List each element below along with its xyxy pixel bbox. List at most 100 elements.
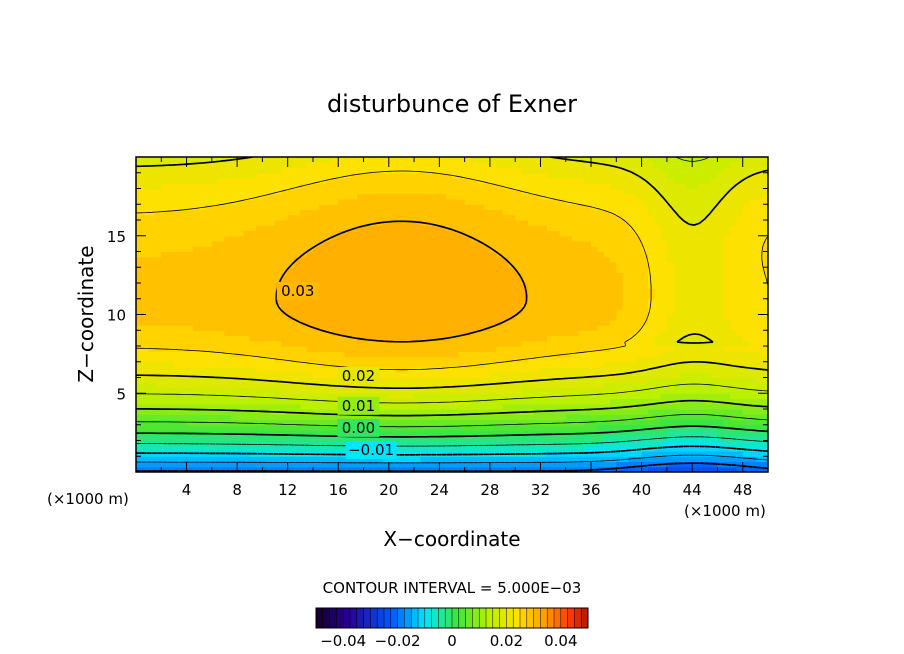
- field-cell: [647, 388, 655, 394]
- field-cell: [218, 183, 226, 190]
- field-cell: [224, 209, 232, 216]
- field-cell: [464, 199, 472, 205]
- field-cell: [647, 435, 655, 442]
- field-cell: [205, 314, 213, 321]
- field-cell: [230, 277, 238, 284]
- field-cell: [527, 393, 535, 400]
- field-cell: [540, 440, 548, 447]
- field-cell: [142, 288, 150, 295]
- field-cell: [603, 414, 611, 421]
- field-cell: [477, 193, 485, 200]
- field-cell: [572, 262, 579, 268]
- field-cell: [527, 351, 535, 358]
- field-cell: [553, 367, 561, 373]
- field-cell: [154, 204, 162, 211]
- field-cell: [546, 193, 554, 200]
- field-cell: [230, 288, 238, 295]
- field-cell: [312, 319, 320, 326]
- field-cell: [211, 277, 219, 284]
- field-cell: [426, 288, 434, 295]
- field-cell: [401, 293, 409, 300]
- field-cell: [470, 351, 478, 358]
- field-cell: [489, 340, 497, 347]
- field-cell: [357, 298, 365, 305]
- field-cell: [167, 424, 175, 431]
- field-cell: [262, 262, 270, 268]
- field-cell: [338, 209, 346, 216]
- field-cell: [610, 204, 617, 211]
- field-cell: [256, 230, 263, 237]
- field-cell: [553, 167, 561, 174]
- field-cell: [553, 330, 561, 337]
- field-cell: [281, 361, 289, 368]
- field-cell: [249, 372, 257, 379]
- field-cell: [527, 172, 535, 179]
- field-cell: [363, 340, 371, 347]
- field-cell: [344, 456, 352, 463]
- field-cell: [180, 382, 188, 389]
- field-cell: [388, 277, 396, 284]
- field-cell: [224, 167, 232, 174]
- field-cell: [382, 409, 390, 415]
- field-cell: [452, 251, 459, 258]
- field-cell: [521, 220, 529, 226]
- field-cell: [167, 293, 175, 300]
- field-cell: [180, 356, 188, 363]
- field-cell: [578, 235, 586, 242]
- field-cell: [154, 172, 162, 179]
- field-cell: [230, 435, 238, 442]
- field-cell: [180, 445, 188, 452]
- field-cell: [496, 309, 504, 316]
- field-cell: [300, 351, 308, 358]
- field-cell: [445, 361, 453, 368]
- field-cell: [591, 293, 598, 300]
- field-cell: [306, 241, 314, 247]
- field-cell: [186, 330, 194, 337]
- field-cell: [654, 272, 662, 279]
- field-cell: [483, 230, 491, 237]
- field-cell: [603, 178, 611, 184]
- field-cell: [616, 193, 624, 200]
- field-cell: [281, 162, 289, 169]
- field-cell: [338, 393, 346, 400]
- field-cell: [161, 298, 169, 305]
- field-cell: [256, 157, 263, 163]
- field-cell: [591, 351, 598, 358]
- field-cell: [527, 419, 535, 426]
- field-cell: [591, 214, 598, 221]
- field-cell: [521, 346, 529, 352]
- field-cell: [622, 293, 630, 300]
- field-cell: [622, 209, 630, 216]
- field-cell: [357, 356, 365, 363]
- field-cell: [458, 209, 466, 216]
- field-cell: [211, 325, 219, 331]
- field-cell: [294, 414, 301, 421]
- field-cell: [388, 251, 396, 258]
- field-cell: [647, 409, 655, 415]
- field-cell: [641, 193, 649, 200]
- field-cell: [546, 445, 554, 452]
- field-cell: [205, 183, 213, 190]
- field-cell: [445, 235, 453, 242]
- field-cell: [287, 456, 295, 463]
- field-cell: [515, 283, 523, 289]
- field-cell: [382, 393, 390, 400]
- field-cell: [641, 377, 649, 384]
- field-cell: [546, 409, 554, 415]
- field-cell: [199, 403, 207, 410]
- field-cell: [534, 340, 542, 347]
- field-cell: [262, 367, 270, 373]
- field-cell: [350, 309, 358, 316]
- field-cell: [553, 214, 561, 221]
- field-cell: [534, 398, 542, 405]
- field-cell: [357, 246, 365, 253]
- field-cell: [420, 361, 428, 368]
- field-cell: [268, 267, 276, 274]
- field-cell: [395, 456, 403, 463]
- field-cell: [660, 403, 668, 410]
- field-cell: [294, 262, 301, 268]
- field-cell: [641, 461, 649, 468]
- field-cell: [464, 225, 472, 232]
- field-cell: [407, 377, 415, 384]
- field-cell: [553, 403, 561, 410]
